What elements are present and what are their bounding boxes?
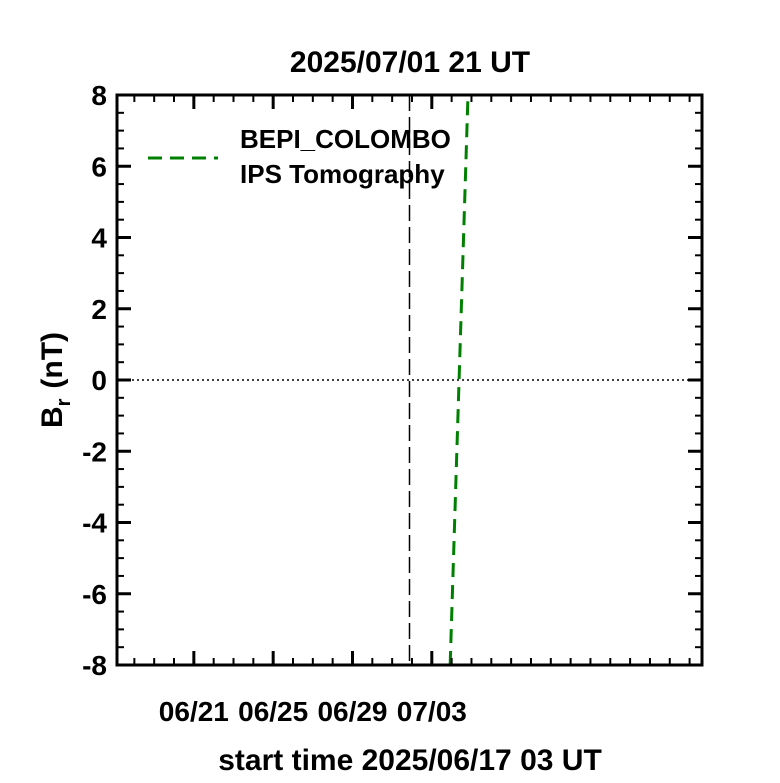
y-tick-label: -8 <box>82 650 107 681</box>
y-axis-label-unit: (nT) <box>36 332 69 389</box>
chart-title: 2025/07/01 21 UT <box>290 46 530 79</box>
x-tick-label: 06/25 <box>238 696 308 727</box>
y-tick-label: 2 <box>91 294 107 325</box>
y-tick-label: -2 <box>82 436 107 467</box>
legend: BEPI_COLOMBO IPS Tomography <box>148 124 451 189</box>
y-axis-label: Br (nT) <box>36 332 75 428</box>
x-tick-label: 06/21 <box>159 696 229 727</box>
x-axis-label: start time 2025/06/17 03 UT <box>218 744 602 777</box>
x-tick-label: 07/03 <box>397 696 467 727</box>
y-axis-label-subscript: r <box>53 398 75 406</box>
legend-entry-1: BEPI_COLOMBO <box>240 124 451 154</box>
plot-frame <box>115 93 704 667</box>
y-axis-label-symbol: B <box>36 406 69 428</box>
legend-entry-2: IPS Tomography <box>240 159 445 189</box>
plot-area: -8 -6 -4 -2 0 2 4 6 8 06/21 06/25 06/29 07/03 <box>82 80 704 727</box>
x-tick-label: 06/29 <box>317 696 387 727</box>
y-tick-label: 0 <box>91 365 107 396</box>
series-line-1 <box>448 94 470 666</box>
svg-text:Br(nT): Br (nT) <box>36 332 75 428</box>
y-tick-label: -6 <box>82 579 107 610</box>
y-tick-label: -4 <box>82 508 107 539</box>
y-tick-label: 8 <box>91 80 107 111</box>
y-tick-label: 6 <box>91 151 107 182</box>
y-tick-label: 4 <box>91 223 107 254</box>
